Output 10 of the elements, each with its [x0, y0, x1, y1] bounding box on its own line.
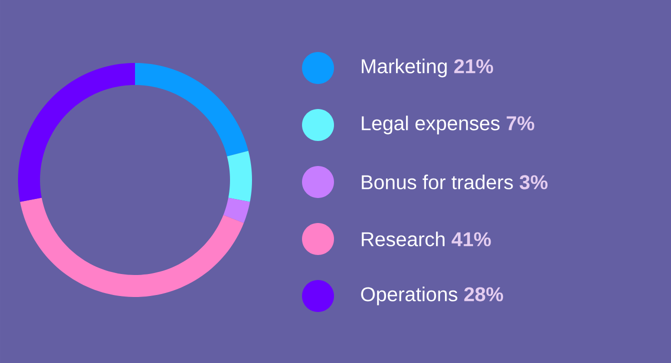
data-label: 21% — [454, 59, 494, 74]
legend-label: Operations — [361, 286, 458, 306]
legend-label: Marketing — [362, 58, 447, 78]
data-label: 7% — [506, 116, 534, 130]
data-label: 28% — [464, 287, 504, 302]
legend-label: Legal expenses — [362, 116, 500, 134]
legend-label: Research — [362, 232, 444, 246]
legend-label: Bonus for traders — [362, 174, 513, 190]
data-label: 41% — [452, 232, 491, 246]
data-label: 3% — [520, 175, 548, 190]
